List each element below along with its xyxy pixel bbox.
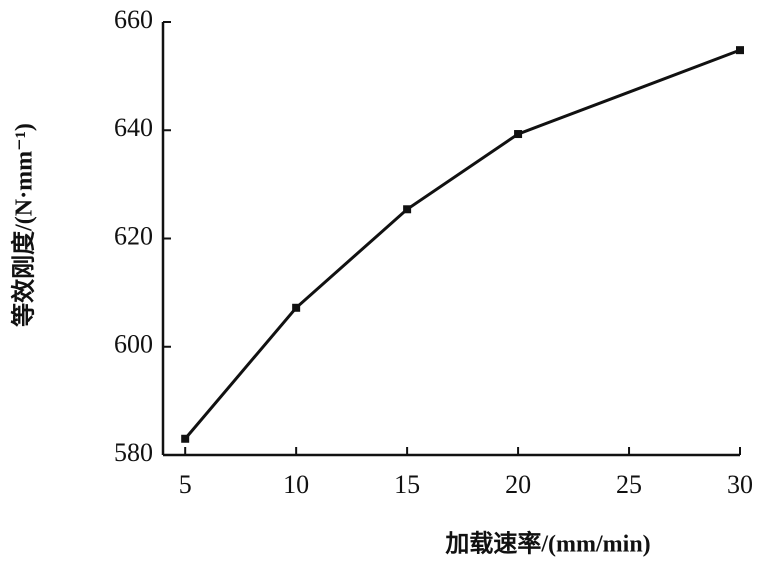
marker bbox=[736, 46, 744, 55]
line bbox=[184, 48, 741, 440]
y-tick-label: 620 bbox=[114, 221, 153, 250]
y-tick-label: 600 bbox=[114, 330, 153, 359]
y-axis-label: 等效刚度/(N·mm⁻¹) bbox=[10, 123, 38, 327]
y-tick-label: 640 bbox=[114, 113, 153, 142]
x-axis-label: 加载速率/(mm/min) bbox=[445, 530, 650, 558]
marker bbox=[292, 303, 301, 312]
x-tick-label: 5 bbox=[179, 470, 192, 499]
marker bbox=[514, 130, 523, 139]
marker bbox=[181, 434, 190, 443]
x-tick-label: 30 bbox=[727, 470, 753, 499]
x-tick-label: 20 bbox=[505, 470, 531, 499]
x-tick-label: 15 bbox=[394, 470, 420, 499]
y-tick-label: 580 bbox=[114, 438, 153, 467]
x-tick-label: 10 bbox=[283, 470, 309, 499]
y-tick-label: 660 bbox=[114, 5, 153, 34]
marker bbox=[403, 205, 412, 214]
x-tick-label: 25 bbox=[616, 470, 642, 499]
